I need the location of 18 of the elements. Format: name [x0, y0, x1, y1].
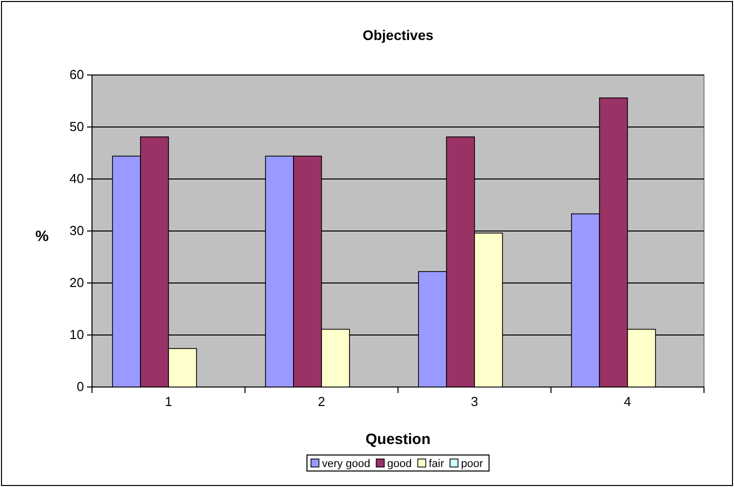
legend-label: very good — [322, 458, 370, 470]
y-axis-title: % — [35, 228, 49, 245]
x-axis-title: Question — [365, 431, 431, 448]
chart-title: Objectives — [362, 27, 434, 43]
y-tick-label: 20 — [70, 275, 84, 290]
y-tick-label: 10 — [70, 327, 84, 342]
y-tick-label: 0 — [76, 379, 84, 394]
legend-label: fair — [428, 458, 444, 470]
y-tick-label: 40 — [70, 171, 84, 186]
y-tick-label: 30 — [70, 223, 84, 238]
x-tick-label: 2 — [318, 394, 326, 410]
y-tick-label: 50 — [70, 119, 84, 134]
legend-label: poor — [461, 458, 484, 470]
x-tick-label: 3 — [470, 394, 478, 410]
x-tick-label: 4 — [624, 394, 632, 410]
legend-label: good — [387, 458, 412, 470]
y-tick-label: 60 — [70, 67, 84, 82]
x-tick-label: 1 — [164, 394, 172, 410]
